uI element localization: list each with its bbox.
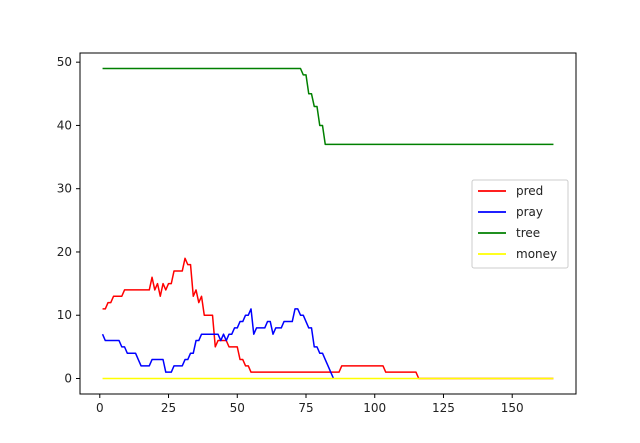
x-tick-label: 0 [96,401,104,415]
x-tick-label: 150 [501,401,524,415]
y-tick-label: 0 [64,372,72,386]
y-tick-label: 30 [57,182,72,196]
legend-label-money: money [516,247,557,261]
y-tick-label: 20 [57,245,72,259]
x-tick-label: 25 [161,401,176,415]
y-tick-label: 40 [57,118,72,132]
legend: pred pray tree money [471,179,569,269]
y-tick-label: 10 [57,308,72,322]
x-tick-label: 100 [363,401,386,415]
y-axis: 0 10 20 30 40 50 [57,55,80,386]
plot-frame [79,52,577,395]
legend-label-pred: pred [516,184,543,198]
legend-box [471,179,569,269]
series-line-pred [102,257,554,380]
x-tick-label: 75 [298,401,313,415]
x-axis: 0 25 50 75 100 125 150 [96,394,524,415]
y-tick-label: 50 [57,55,72,69]
series-line-pray [101,308,335,379]
series-layer [101,67,554,380]
legend-label-tree: tree [516,226,540,240]
x-tick-label: 50 [230,401,245,415]
legend-label-pray: pray [516,205,543,219]
series-line-tree [102,67,554,146]
x-tick-label: 125 [432,401,455,415]
